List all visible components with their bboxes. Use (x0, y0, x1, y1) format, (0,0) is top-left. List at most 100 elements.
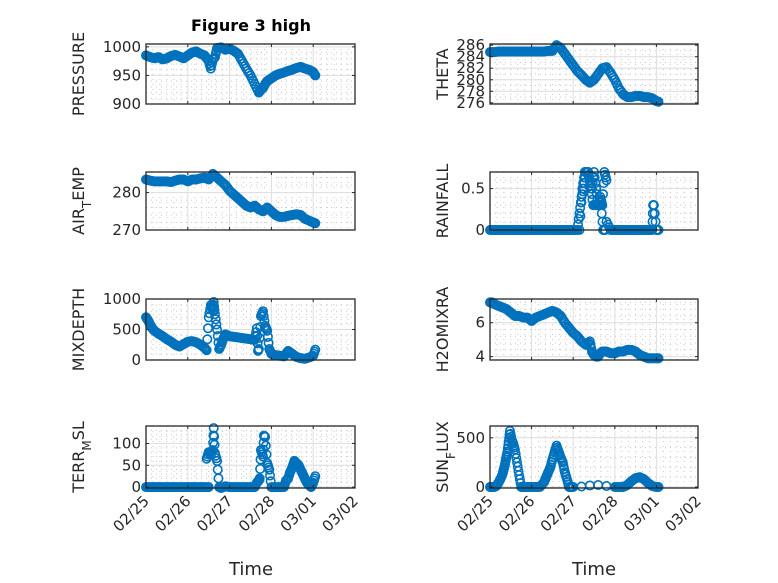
y-tick-label: 900 (112, 95, 141, 113)
data-point (257, 449, 268, 460)
data-point (209, 439, 220, 450)
axes-box (145, 425, 356, 489)
data-point (584, 172, 595, 183)
x-tick-label: 02/26 (151, 492, 194, 535)
data-point (290, 209, 301, 220)
subplot-h2omixra: 4 6 H2OMIXRA (433, 287, 699, 373)
y-tick-label: 0 (475, 221, 485, 239)
data-point (203, 323, 214, 334)
data-point (209, 301, 220, 312)
x-tick-label: 02/27 (537, 492, 580, 535)
data-point (254, 474, 265, 485)
axes-box (489, 43, 699, 105)
data-point (509, 442, 520, 453)
axes-box (489, 298, 699, 361)
y-tick-label: 500 (456, 429, 485, 447)
data-point (202, 482, 213, 493)
data-point (255, 454, 266, 465)
y-tick-label: 1000 (103, 38, 141, 56)
x-tick-label: 02/27 (193, 492, 236, 535)
data-point (608, 72, 619, 83)
y-tick-label: 280 (456, 71, 485, 89)
xlabel-right: Time (571, 559, 616, 580)
data-point (309, 69, 320, 80)
x-tick-label: 02/28 (235, 492, 278, 535)
y-axis-label: PRESSURE (69, 32, 88, 116)
y-axis-label: TERRMSL (69, 421, 94, 494)
data-point (309, 346, 320, 357)
y-tick-label: 0 (131, 478, 141, 496)
data-point (576, 197, 587, 208)
data-point (600, 172, 611, 183)
y-tick-label: 270 (112, 221, 141, 239)
axes-box (489, 425, 699, 489)
y-tick-label: 276 (456, 94, 485, 112)
y-tick-label: 4 (475, 348, 485, 366)
y-tick-label: 286 (456, 36, 485, 54)
data-point (211, 453, 222, 464)
y-axis-label: SUNFLUX (433, 421, 458, 493)
data-point (583, 337, 594, 348)
data-point (253, 344, 264, 355)
data-point (512, 461, 523, 472)
y-tick-label: 280 (112, 184, 141, 202)
data-point (586, 189, 597, 200)
y-tick-label: 0 (131, 351, 141, 369)
data-point (309, 218, 320, 229)
data-point (211, 319, 222, 330)
data-point (252, 338, 263, 349)
y-axis-label: H2OMIXRA (433, 287, 452, 373)
subplot-air: 270 280 AIRTEMP (69, 167, 356, 239)
data-point (652, 96, 663, 107)
axes-box (145, 171, 356, 231)
data-point (210, 314, 221, 325)
y-axis-label: RAINFALL (433, 164, 452, 239)
data-point (306, 66, 317, 77)
data-point (645, 353, 656, 364)
figure-title: Figure 3 high (191, 16, 311, 35)
data-point (499, 461, 510, 472)
x-tick-label: 03/02 (319, 492, 362, 535)
subplot-mixdepth: 0 500 1000 MIXDEPTH (69, 288, 356, 371)
y-tick-label: 950 (112, 66, 141, 84)
data-point (198, 341, 209, 352)
y-tick-label: 282 (456, 59, 485, 77)
xlabel-left: Time (228, 559, 273, 580)
x-tick-label: 02/25 (110, 492, 153, 535)
data-point (502, 443, 513, 454)
y-tick-label: 100 (112, 434, 141, 452)
y-tick-label: 278 (456, 82, 485, 100)
data-point (202, 334, 213, 345)
data-point (248, 76, 259, 87)
y-axis-label: AIRTEMP (69, 167, 94, 235)
y-axis-label: MIXDEPTH (69, 288, 88, 371)
data-point (309, 473, 320, 484)
x-tick-label: 03/01 (277, 492, 320, 535)
data-point (529, 482, 540, 493)
y-tick-label: 0.5 (461, 180, 485, 198)
data-point (265, 470, 276, 481)
data-point (273, 482, 284, 493)
data-point (259, 431, 270, 442)
data-point (652, 353, 663, 364)
subplot-pressure: 900 950 1000 PRESSURE (69, 32, 356, 116)
data-point (258, 311, 269, 322)
y-tick-label: 1000 (103, 290, 141, 308)
y-tick-label: 284 (456, 48, 485, 66)
x-tick-label: 02/25 (454, 492, 497, 535)
axes-box (145, 43, 356, 105)
data-point (208, 437, 219, 448)
axes-box (489, 171, 699, 231)
data-point (500, 454, 511, 465)
y-tick-label: 0 (475, 478, 485, 496)
y-tick-label: 500 (112, 321, 141, 339)
data-point (198, 482, 209, 493)
data-point (244, 68, 255, 79)
x-tick-label: 02/26 (495, 492, 538, 535)
data-point (585, 178, 596, 189)
data-point (598, 189, 609, 200)
